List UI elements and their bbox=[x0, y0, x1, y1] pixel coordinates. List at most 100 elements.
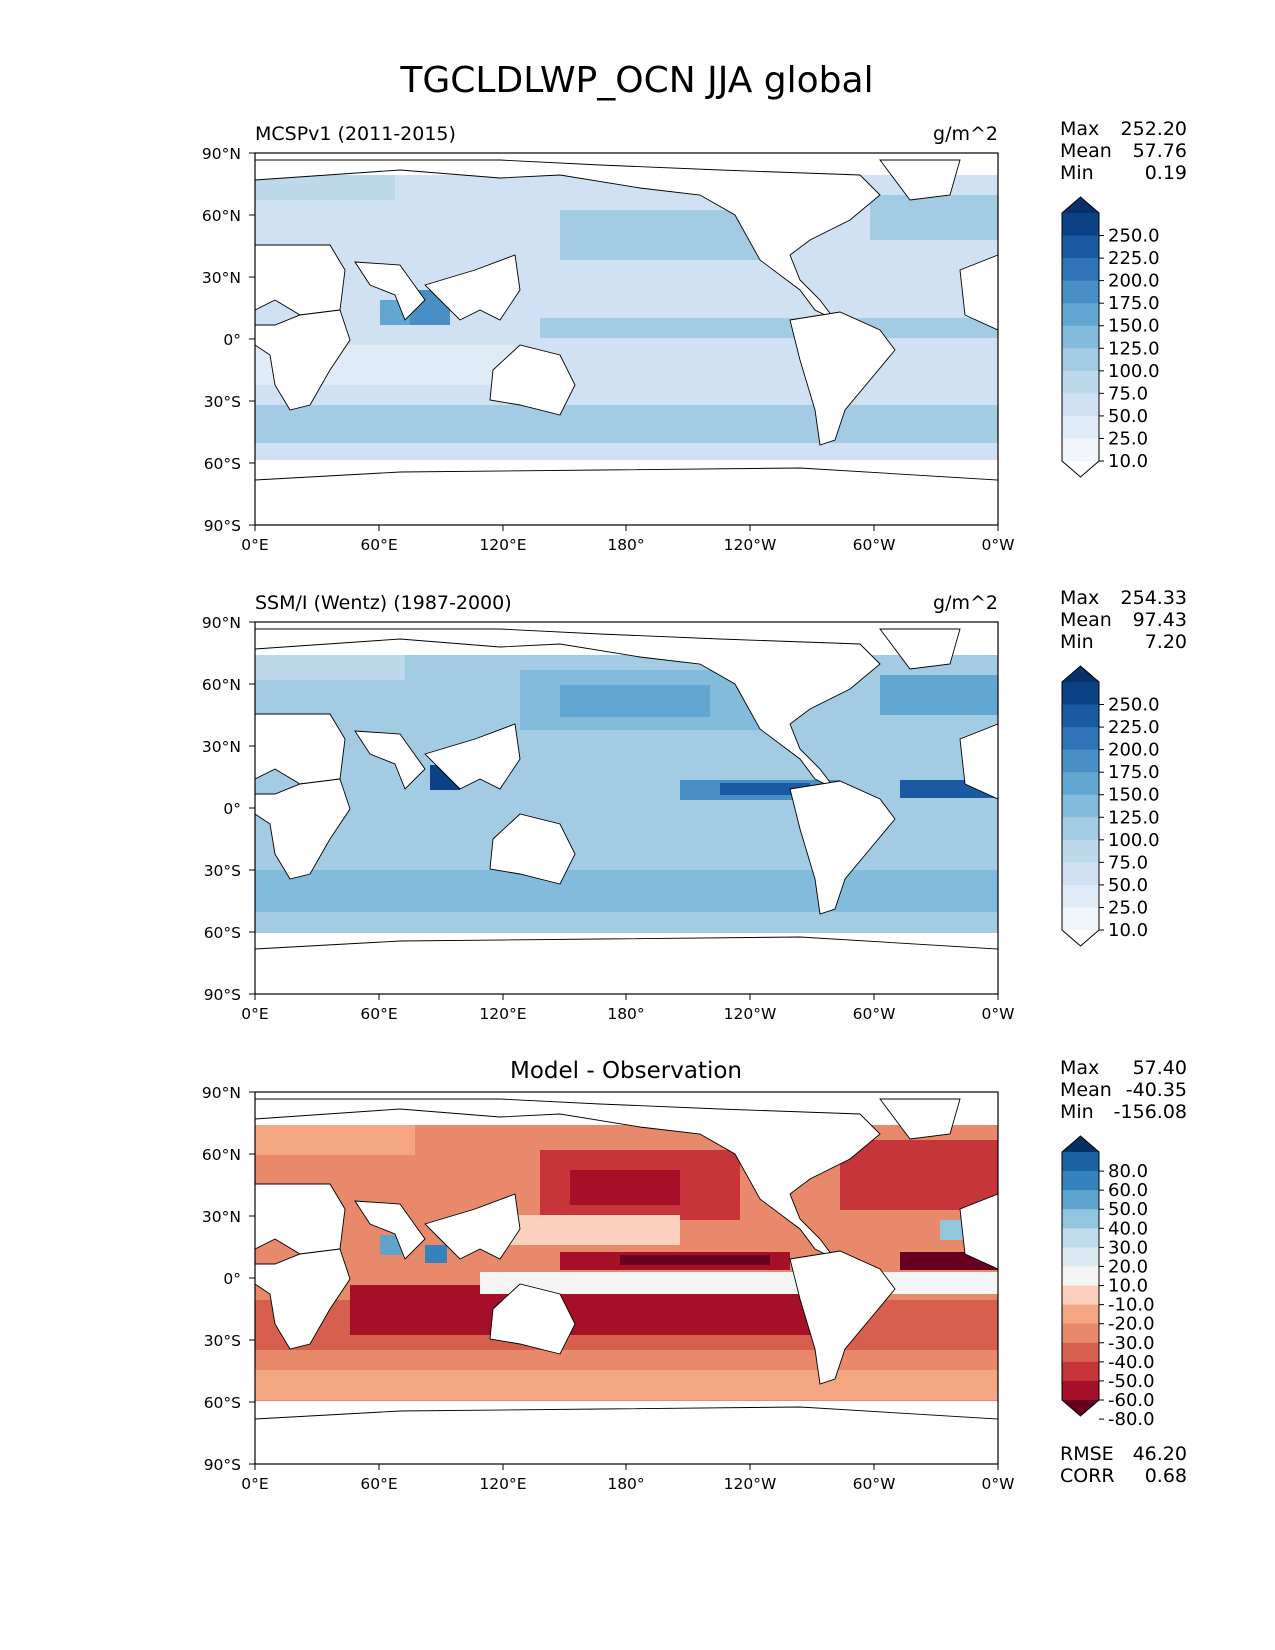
lon-tick-label: 120°W bbox=[724, 1475, 777, 1493]
colorbar-segment bbox=[1062, 1228, 1099, 1248]
colorbar-label: 150.0 bbox=[1108, 316, 1160, 337]
stat-label: Max bbox=[1060, 587, 1099, 609]
colorbar-segment bbox=[1062, 1342, 1099, 1363]
stat-value: -156.08 bbox=[1114, 1101, 1187, 1123]
colorbar-label: 25.0 bbox=[1108, 428, 1148, 449]
colorbar-segment bbox=[1062, 727, 1099, 751]
stat-label: Mean bbox=[1060, 609, 1112, 631]
colorbar-label: 40.0 bbox=[1108, 1218, 1148, 1239]
colorbar-segment bbox=[1062, 258, 1099, 282]
lat-tick-label: 60°S bbox=[204, 1394, 241, 1412]
corr-value: 0.68 bbox=[1145, 1465, 1187, 1487]
panel-2-lat-axis: 90°N 60°N 30°N 0° 30°S 60°S 90°S bbox=[202, 614, 255, 1004]
colorbar-label: 50.0 bbox=[1108, 1199, 1148, 1220]
colorbar-label: 75.0 bbox=[1108, 852, 1148, 873]
stat-value: 0.19 bbox=[1145, 162, 1187, 184]
panel-1-coastlines bbox=[254, 159, 999, 526]
lat-tick-label: 60°N bbox=[202, 1146, 241, 1164]
colorbar-label: -20.0 bbox=[1108, 1314, 1155, 1335]
colorbar-label: 100.0 bbox=[1108, 361, 1160, 382]
colorbar-label: -40.0 bbox=[1108, 1352, 1155, 1373]
lat-tick-label: 60°S bbox=[204, 924, 241, 942]
stat-value: 57.76 bbox=[1133, 140, 1187, 162]
stat-label: Min bbox=[1060, 1101, 1094, 1123]
panel-3-footer-stats: RMSE 46.20 CORR 0.68 bbox=[1060, 1443, 1187, 1487]
lon-tick-label: 0°E bbox=[241, 1005, 268, 1023]
colorbar-segment bbox=[1062, 1209, 1099, 1229]
panel-3: Model - Observation bbox=[202, 1057, 1187, 1493]
colorbar-segment bbox=[1062, 438, 1099, 462]
lon-tick-label: 0°E bbox=[241, 536, 268, 554]
colorbar-extend-min bbox=[1062, 1400, 1099, 1416]
lat-tick-label: 90°N bbox=[202, 614, 241, 632]
lat-tick-label: 60°N bbox=[202, 676, 241, 694]
lon-tick-label: 120°W bbox=[724, 536, 777, 554]
lon-tick-label: 0°W bbox=[982, 1005, 1015, 1023]
colorbar-label: 225.0 bbox=[1108, 717, 1160, 738]
panel-1-lat-axis: 90°N 60°N 30°N 0° 30°S 60°S 90°S bbox=[202, 145, 255, 535]
colorbar-label: 250.0 bbox=[1108, 226, 1160, 247]
colorbar-label: -30.0 bbox=[1108, 1333, 1155, 1354]
figure-title: TGCLDLWP_OCN JJA global bbox=[399, 60, 873, 101]
stat-value: 57.40 bbox=[1133, 1057, 1187, 1079]
panel-1-lon-axis: 0°E 60°E 120°E 180° 120°W 60°W 0°W bbox=[241, 525, 1014, 554]
stat-value: 7.20 bbox=[1145, 631, 1187, 653]
panel-3-lon-axis: 0°E 60°E 120°E 180° 120°W 60°W 0°W bbox=[241, 1464, 1014, 1493]
lon-tick-label: 60°W bbox=[853, 1005, 896, 1023]
lat-tick-label: 90°N bbox=[202, 1084, 241, 1102]
panel-3-coastlines bbox=[254, 1098, 999, 1465]
lon-tick-label: 60°W bbox=[853, 536, 896, 554]
colorbar-label: 150.0 bbox=[1108, 785, 1160, 806]
colorbar-segment bbox=[1062, 213, 1099, 237]
panel-2-lon-axis: 0°E 60°E 120°E 180° 120°W 60°W 0°W bbox=[241, 994, 1014, 1023]
stat-value: 252.20 bbox=[1121, 118, 1187, 140]
lat-tick-label: 30°N bbox=[202, 738, 241, 756]
colorbar-label: 200.0 bbox=[1108, 271, 1160, 292]
lon-tick-label: 60°E bbox=[360, 536, 397, 554]
colorbar-segment bbox=[1062, 280, 1099, 304]
lon-tick-label: 120°W bbox=[724, 1005, 777, 1023]
colorbar-label: -10.0 bbox=[1108, 1295, 1155, 1316]
panel-2-colorbar: 250.0225.0200.0175.0150.0125.0100.075.05… bbox=[1061, 665, 1160, 947]
colorbar-segment bbox=[1062, 907, 1099, 931]
colorbar-label: 200.0 bbox=[1108, 740, 1160, 761]
colorbar-label: -80.0 bbox=[1108, 1409, 1155, 1430]
stat-label: Max bbox=[1060, 1057, 1099, 1079]
rmse-label: RMSE bbox=[1060, 1443, 1114, 1465]
colorbar-label: 225.0 bbox=[1108, 248, 1160, 269]
colorbar-segment bbox=[1062, 303, 1099, 327]
colorbar-segment bbox=[1062, 1285, 1099, 1306]
colorbar-segment bbox=[1062, 772, 1099, 796]
lat-tick-label: 60°N bbox=[202, 207, 241, 225]
lat-tick-label: 90°S bbox=[204, 1456, 241, 1474]
colorbar-label: 80.0 bbox=[1108, 1161, 1148, 1182]
rmse-value: 46.20 bbox=[1133, 1443, 1187, 1465]
stat-label: Mean bbox=[1060, 140, 1112, 162]
colorbar-segment bbox=[1062, 235, 1099, 259]
panel-1-units: g/m^2 bbox=[933, 123, 998, 145]
lat-tick-label: 30°S bbox=[204, 393, 241, 411]
colorbar-label: 10.0 bbox=[1108, 451, 1148, 472]
lon-tick-label: 60°E bbox=[360, 1005, 397, 1023]
stat-label: Min bbox=[1060, 162, 1094, 184]
colorbar-label: 50.0 bbox=[1108, 875, 1148, 896]
lat-tick-label: 90°S bbox=[204, 517, 241, 535]
lon-tick-label: 0°W bbox=[982, 1475, 1015, 1493]
colorbar-segment bbox=[1062, 682, 1099, 706]
panel-3-stats: Max 57.40 Mean -40.35 Min -156.08 bbox=[1060, 1057, 1187, 1123]
colorbar-segment bbox=[1062, 1380, 1099, 1401]
stat-label: Min bbox=[1060, 631, 1094, 653]
lat-tick-label: 30°N bbox=[202, 269, 241, 287]
colorbar-extend-min bbox=[1062, 461, 1099, 477]
colorbar-label: 125.0 bbox=[1108, 338, 1160, 359]
colorbar-segment bbox=[1062, 749, 1099, 773]
colorbar-segment bbox=[1062, 839, 1099, 863]
colorbar-extend-min bbox=[1062, 930, 1099, 946]
colorbar-label: 250.0 bbox=[1108, 695, 1160, 716]
colorbar-label: -60.0 bbox=[1108, 1390, 1155, 1411]
colorbar-label: -50.0 bbox=[1108, 1371, 1155, 1392]
colorbar-segment bbox=[1062, 1171, 1099, 1191]
colorbar-label: 125.0 bbox=[1108, 807, 1160, 828]
colorbar-label: 100.0 bbox=[1108, 830, 1160, 851]
